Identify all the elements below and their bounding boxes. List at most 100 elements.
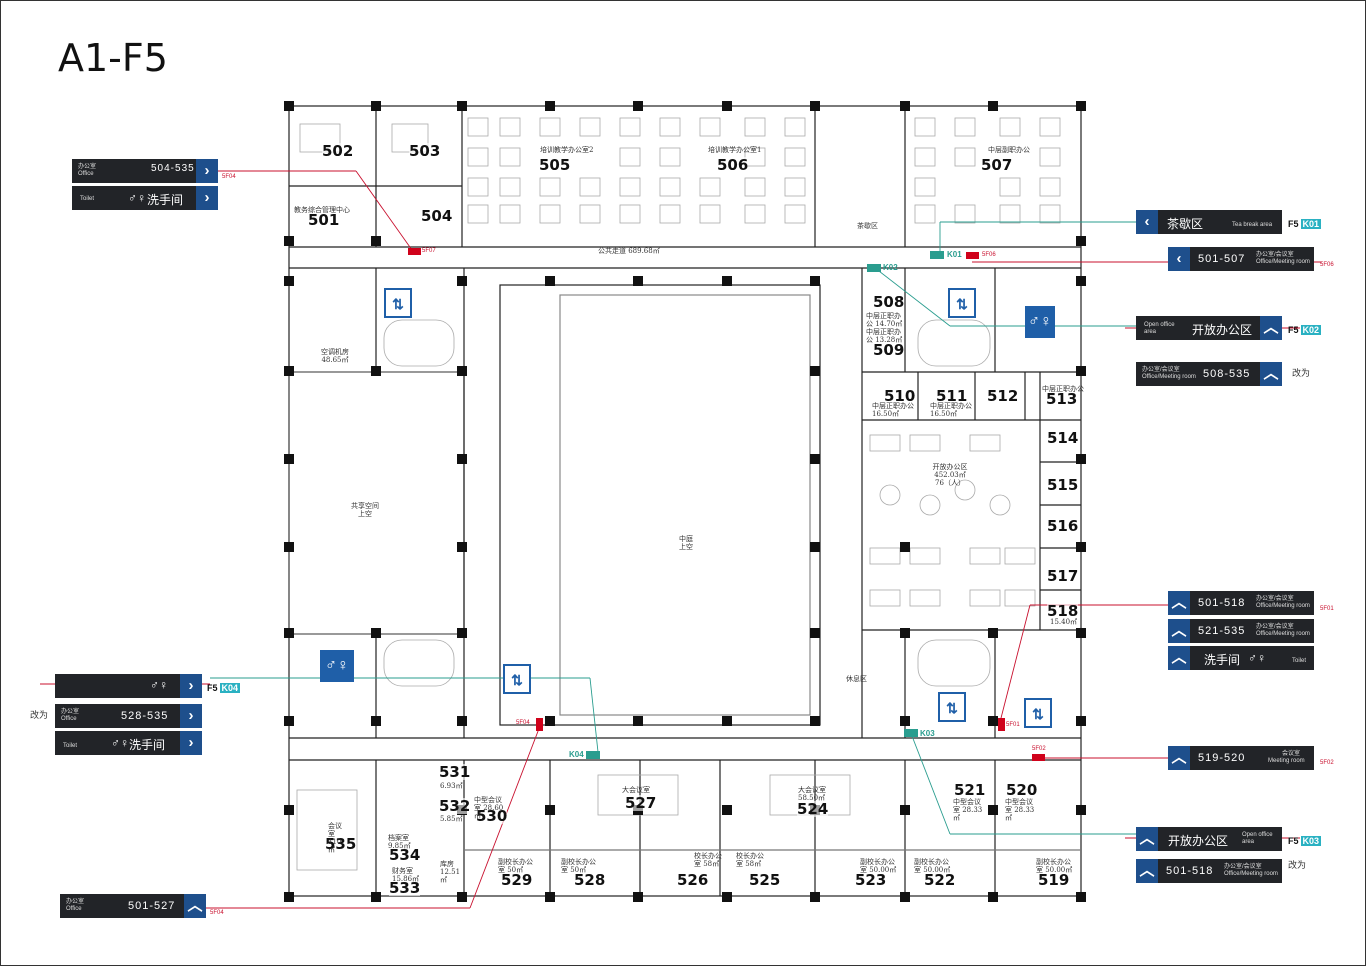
open-office-label: 开放办公区 452.03㎡ 76（人） — [932, 463, 968, 487]
sign-en: Office/Meeting room — [1256, 259, 1310, 265]
room-532-sub: 5.85㎡ — [440, 815, 463, 823]
tag-marker — [586, 751, 600, 759]
room-518-sub: 15.40㎡ — [1050, 618, 1078, 626]
chevron-right-icon: › — [180, 731, 202, 755]
room-519: 519 — [1038, 871, 1070, 889]
sign-tag: 5F04 — [222, 174, 236, 180]
sign-cn: 开放办公区 — [1168, 834, 1229, 848]
sign-en: Toilet — [80, 196, 95, 202]
chevron-right-icon: › — [196, 186, 218, 210]
sign-cn: 办公室 — [78, 164, 97, 170]
chevron-up-icon: ︿ — [1260, 362, 1282, 386]
sign-toilet-right: ︿ 洗手间 ♂♀ Toilet — [1168, 646, 1314, 670]
floor-title: A1-F5 — [58, 36, 168, 80]
tag-k02: K02 — [883, 263, 898, 272]
elevator-icon: ⇅ — [503, 664, 531, 694]
chevron-up-icon: ︿ — [1136, 859, 1158, 883]
change-note: 改为 — [1292, 368, 1311, 378]
restroom-icon: ♂♀ — [128, 191, 146, 205]
room-524: 524 — [797, 800, 829, 818]
sign-cn: 洗手间 — [147, 193, 184, 207]
sign-en: Office/Meeting room — [1224, 871, 1278, 877]
room-531: 531 — [439, 763, 471, 781]
tag-5f06: 5F06 — [982, 252, 996, 258]
sign-en: Meeting room — [1268, 758, 1305, 764]
f5-k03-label: F5 K03 — [1288, 836, 1322, 846]
sign-cn: 办公室/会议室 — [1256, 624, 1294, 630]
sign-en: Office/Meeting room — [1256, 631, 1310, 637]
k-badge: K03 — [1300, 836, 1322, 846]
sign-cn: 洗手间 — [129, 738, 166, 752]
room-527-sub: 大会议室 — [622, 786, 650, 794]
room-523-sub: 副校长办公室 50.00㎡ — [860, 858, 897, 874]
storage-label: 库房 12.51㎡ — [440, 860, 461, 884]
sign-tag: 5F02 — [1320, 760, 1334, 766]
ac-room-label: 空调机房 48.65㎡ — [321, 348, 349, 364]
room-516: 516 — [1047, 517, 1079, 535]
room-511: 511 — [936, 387, 968, 405]
sign-office-501-518: ︿ 501-518 办公室/会议室 Office/Meeting room — [1168, 591, 1314, 615]
room-508-sub: 中层正职办公 14.70㎡ — [866, 312, 903, 328]
elevator-icon: ⇅ — [938, 692, 966, 722]
chevron-up-icon: ︿ — [1168, 619, 1190, 643]
room-522-sub: 副校长办公室 50.00㎡ — [914, 858, 951, 874]
sign-office-501-518-b: ︿ 501-518 办公室/会议室 Office/Meeting room — [1136, 859, 1282, 883]
sign-cn: 会议室 — [1282, 751, 1301, 757]
tag-marker — [966, 252, 979, 259]
sign-toilet-left-2: Toilet ♂♀ 洗手间 › — [55, 731, 202, 755]
sign-office-508-535: 办公室/会议室 Office/Meeting room 508-535 ︿ — [1136, 362, 1282, 386]
room-517: 517 — [1047, 567, 1079, 585]
room-529: 529 — [501, 871, 533, 889]
k-badge: K04 — [219, 683, 241, 693]
room-513-sub: 中层正职办公 — [1042, 385, 1084, 393]
sign-en: Open office area — [1144, 322, 1175, 335]
room-535: 535 — [325, 835, 357, 853]
sign-office-501-527: 办公室 Office 501-527 ︿ — [60, 894, 206, 918]
room-509-sub: 中层正职办公 13.28㎡ — [866, 328, 903, 344]
elevator-icon: ⇅ — [948, 288, 976, 318]
room-510-sub: 中层正职办公 16.50㎡ — [872, 402, 914, 418]
f5-text: F5 — [1288, 836, 1299, 846]
restroom-icon: ♂♀ — [320, 650, 354, 682]
tag-marker — [867, 264, 881, 272]
sign-en: Toilet — [1292, 658, 1307, 664]
elevator-icon: ⇅ — [1024, 698, 1052, 728]
restroom-icon: ♂♀ — [111, 736, 129, 750]
tag-k01: K01 — [947, 250, 962, 259]
building-outline — [288, 105, 1082, 897]
tag-marker — [1032, 754, 1045, 761]
change-note: 改为 — [30, 710, 49, 720]
sign-range: 501-527 — [128, 900, 176, 912]
room-502: 502 — [322, 142, 354, 160]
sign-cn: 办公室/会议室 — [1224, 864, 1262, 870]
sign-en: Office — [61, 716, 77, 722]
tag-marker — [930, 251, 944, 259]
chevron-right-icon: › — [180, 704, 202, 728]
sign-cn: 茶歇区 — [1167, 217, 1204, 231]
sign-en: Office — [78, 171, 94, 177]
restroom-icon: ♂♀ — [1248, 651, 1266, 665]
k-badge: K01 — [1300, 219, 1322, 229]
chevron-right-icon: › — [180, 674, 202, 698]
elevator-icon: ⇅ — [384, 288, 412, 318]
sign-cn: 开放办公区 — [1192, 323, 1253, 337]
room-514: 514 — [1047, 429, 1079, 447]
sign-range: 501-518 — [1198, 597, 1246, 609]
tea-area-label: 茶歇区 — [857, 222, 878, 230]
chevron-up-icon: ︿ — [1260, 316, 1282, 340]
room-507-sub: 中层副职办公 — [988, 146, 1030, 154]
room-526: 526 — [677, 871, 709, 889]
chevron-up-icon: ︿ — [184, 894, 206, 918]
room-509: 509 — [873, 341, 905, 359]
sign-range: 528-535 — [121, 710, 169, 722]
room-520: 520 — [1006, 781, 1038, 799]
room-522: 522 — [924, 871, 956, 889]
room-501: 501 — [308, 211, 340, 229]
sign-cn: 办公室/会议室 — [1142, 367, 1180, 373]
room-506: 506 — [717, 156, 749, 174]
sign-en: Office — [66, 906, 82, 912]
room-532: 532 — [439, 797, 471, 815]
chevron-right-icon: › — [196, 159, 218, 183]
sign-toilet-k04: ♂♀ › — [55, 674, 202, 698]
